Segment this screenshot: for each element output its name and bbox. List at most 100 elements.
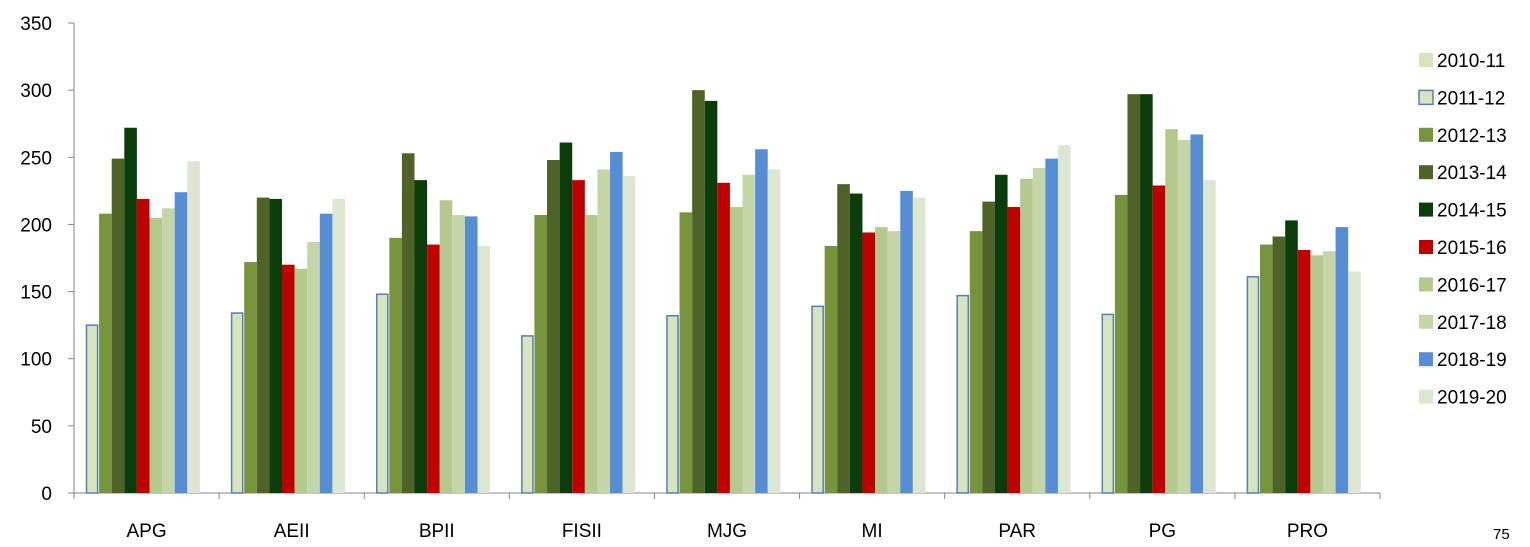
x-tick-label: MI [862, 521, 883, 542]
bar [994, 174, 1008, 493]
legend-swatch [1418, 89, 1434, 106]
bar [99, 213, 112, 493]
bar [1285, 220, 1298, 493]
bar [559, 142, 573, 493]
x-tick-label: FISII [562, 521, 602, 542]
bar [375, 293, 389, 494]
bar [534, 215, 548, 493]
bar [849, 193, 863, 494]
bar [875, 227, 888, 493]
x-tick-label: PRO [1287, 521, 1328, 542]
bar [307, 241, 320, 493]
bar [1177, 139, 1191, 494]
bar [584, 215, 598, 493]
bar [912, 197, 926, 494]
bar [1310, 255, 1323, 493]
bar [230, 312, 244, 494]
bar [414, 180, 428, 493]
x-tick-label: BPII [419, 521, 455, 542]
bar [755, 149, 768, 493]
bar [174, 192, 188, 493]
bar [824, 245, 838, 493]
legend-label: 2018-19 [1437, 350, 1507, 371]
bar [389, 237, 402, 493]
bar [85, 324, 99, 494]
bar [464, 216, 478, 493]
bar [162, 208, 175, 494]
bar [1246, 276, 1260, 494]
bar [1348, 271, 1361, 493]
bar [1322, 251, 1336, 493]
bar [1272, 236, 1286, 493]
bar [767, 169, 781, 493]
bar [837, 184, 850, 493]
bar [136, 198, 150, 493]
bar [1045, 158, 1058, 493]
legend-swatch [1419, 240, 1433, 254]
bar [1020, 178, 1033, 493]
bar [1032, 168, 1046, 493]
legend-label: 2017-18 [1437, 313, 1507, 334]
bar [1165, 129, 1178, 494]
bar [439, 200, 453, 493]
bar [1101, 313, 1115, 494]
y-tick-label: 300 [20, 81, 52, 102]
bar [969, 231, 983, 493]
bar [256, 197, 270, 494]
bar [521, 335, 534, 494]
legend-swatch [1419, 202, 1433, 217]
bar [427, 244, 440, 493]
legend-swatch [1419, 352, 1433, 367]
bar [187, 161, 200, 494]
y-tick-label: 250 [20, 148, 52, 169]
x-tick-label: PG [1149, 521, 1176, 542]
bar [1140, 94, 1153, 494]
x-tick-label: PAR [998, 521, 1036, 542]
legend-swatch [1419, 165, 1433, 180]
legend-swatch [1419, 127, 1433, 142]
bars [85, 90, 1361, 494]
bar [956, 294, 970, 494]
y-tick-label: 150 [20, 283, 52, 304]
y-tick-label: 0 [41, 484, 52, 505]
bar [332, 198, 346, 493]
y-tick-label: 200 [20, 215, 52, 236]
legend-swatch [1419, 277, 1433, 292]
bar [610, 151, 623, 493]
bar [982, 201, 995, 493]
bar [692, 90, 705, 494]
bar [149, 217, 163, 493]
x-tick-label: APG [126, 521, 166, 542]
bar [477, 245, 491, 493]
bar [622, 176, 636, 494]
bar [269, 198, 283, 493]
bar [666, 314, 679, 494]
bar [1007, 206, 1021, 493]
legend-label: 2013-14 [1437, 163, 1507, 184]
legend-label: 2012-13 [1437, 126, 1507, 147]
y-tick-label: 350 [20, 14, 52, 35]
legend-label: 2011-12 [1437, 88, 1505, 109]
bar [1297, 249, 1311, 493]
bar [1203, 180, 1216, 493]
bar [1114, 194, 1128, 493]
y-axis: 0 50 100 150 200 250 300 350 [20, 14, 75, 505]
legend-swatch [1419, 53, 1433, 67]
bar [679, 212, 693, 494]
legend: 2010-11 2011-12 2012-13 2013-14 2014-15 2015-… [1418, 51, 1507, 409]
bar [1190, 134, 1204, 493]
bar [282, 264, 295, 493]
y-tick-label: 100 [20, 350, 52, 371]
bar [294, 268, 308, 493]
bar [547, 159, 560, 493]
bar [900, 190, 913, 493]
page-number: 75 [1493, 526, 1510, 543]
y-tick-label: 50 [31, 417, 52, 438]
bar [1152, 185, 1166, 493]
legend-label: 2019-20 [1437, 388, 1507, 409]
x-axis: APG AEII BPII FISII MJG MI PAR PG PRO [73, 492, 1381, 542]
x-tick-label: AEII [274, 521, 310, 542]
legend-label: 2015-16 [1437, 238, 1507, 259]
bar [572, 180, 585, 493]
